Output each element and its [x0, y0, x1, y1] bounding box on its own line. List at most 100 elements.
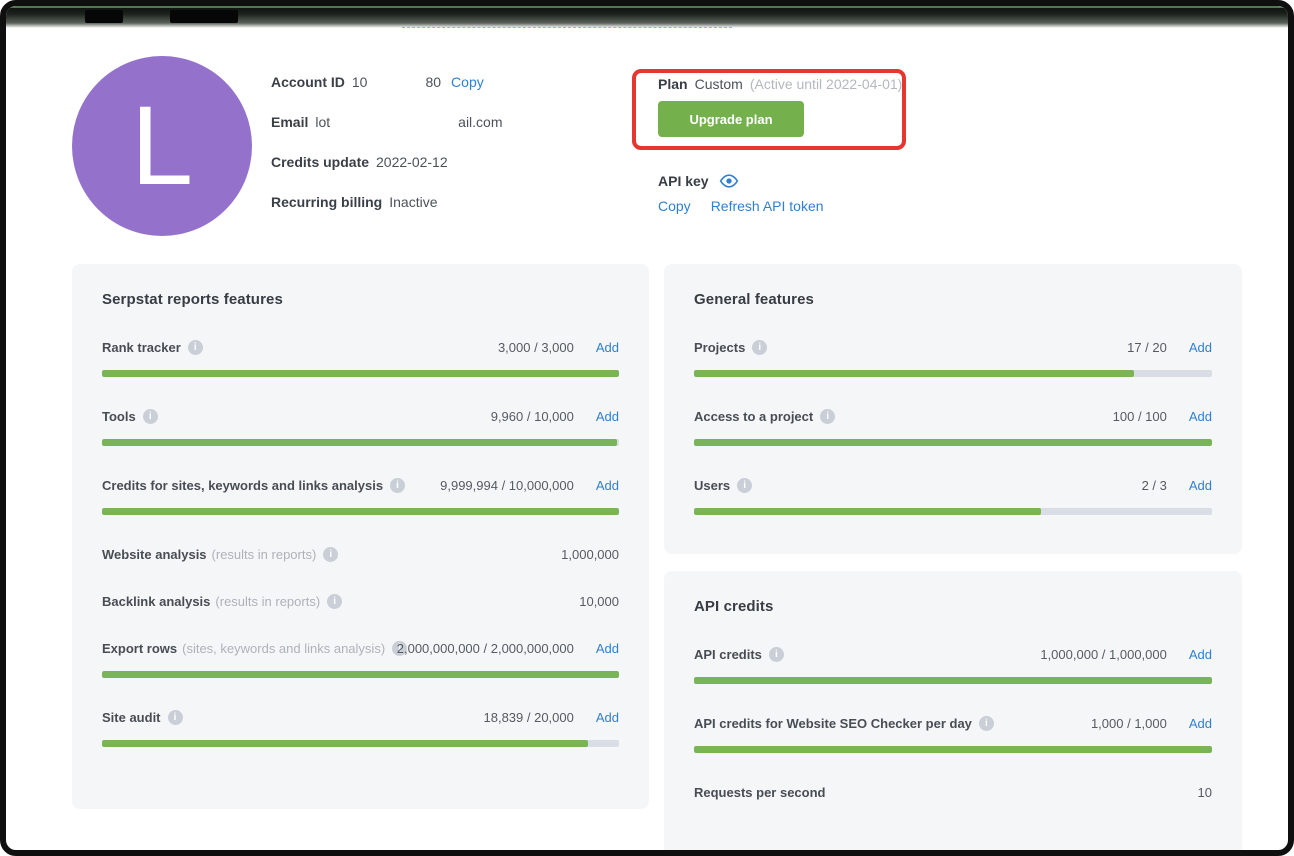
- add-link[interactable]: Add: [595, 478, 619, 493]
- progress-bar: [694, 746, 1212, 753]
- feature-row: Rank tracker 3,000 / 3,000 Add: [102, 340, 619, 377]
- api-key-label: API key: [658, 173, 709, 189]
- info-icon[interactable]: [142, 409, 158, 424]
- feature-value: 18,839 / 20,000: [483, 710, 574, 725]
- info-icon[interactable]: [820, 409, 836, 424]
- feature-value: 10: [1197, 785, 1212, 800]
- add-link[interactable]: Add: [1188, 340, 1212, 355]
- info-icon[interactable]: [737, 478, 753, 493]
- info-icon[interactable]: [167, 710, 183, 725]
- progress-fill: [694, 677, 1212, 684]
- progress-bar: [694, 370, 1212, 377]
- card-title: API credits: [694, 598, 774, 615]
- card-serpstat-reports-features: Serpstat reports features Rank tracker 3…: [72, 264, 649, 809]
- add-link[interactable]: Add: [1188, 409, 1212, 424]
- feature-value: 100 / 100: [1112, 409, 1167, 424]
- feature-note: (results in reports): [211, 547, 317, 562]
- progress-bar: [102, 671, 619, 678]
- progress-fill: [102, 740, 588, 747]
- add-link[interactable]: Add: [595, 641, 619, 656]
- email-part2: ail.com: [458, 114, 503, 130]
- refresh-api-token-link[interactable]: Refresh API token: [710, 198, 824, 214]
- credits-update-row: Credits update 2022-02-12: [271, 154, 503, 170]
- feature-row: Export rows (sites, keywords and links a…: [102, 641, 619, 678]
- progress-fill: [102, 508, 619, 515]
- email-label: Email: [271, 114, 309, 130]
- progress-fill: [102, 439, 617, 446]
- card-title: Serpstat reports features: [102, 291, 283, 308]
- feature-label: API credits: [694, 647, 762, 662]
- progress-fill: [694, 370, 1135, 377]
- feature-label: Tools: [102, 409, 136, 424]
- feature-row: Users 2 / 3 Add: [694, 478, 1212, 515]
- info-icon[interactable]: [978, 716, 994, 731]
- feature-label: Website analysis: [102, 547, 207, 562]
- feature-row: API credits for Website SEO Checker per …: [694, 716, 1212, 753]
- api-key-line: API key: [658, 173, 739, 189]
- card-general-features: General features Projects 17 / 20 Add Ac…: [664, 264, 1242, 554]
- feature-value: 1,000 / 1,000: [1090, 716, 1167, 731]
- info-icon[interactable]: [392, 641, 408, 656]
- plan-line: Plan Custom (Active until 2022-04-01): [658, 76, 902, 92]
- feature-row: Projects 17 / 20 Add: [694, 340, 1212, 377]
- feature-label: API credits for Website SEO Checker per …: [694, 716, 972, 731]
- progress-fill: [102, 671, 619, 678]
- recurring-billing-label: Recurring billing: [271, 194, 383, 210]
- progress-bar: [102, 439, 619, 446]
- credits-update-label: Credits update: [271, 154, 370, 170]
- recurring-billing-value: Inactive: [389, 194, 438, 210]
- feature-note: (sites, keywords and links analysis): [182, 641, 386, 656]
- feature-value: 9,999,994 / 10,000,000: [440, 478, 574, 493]
- browser-chrome-redacted: [6, 6, 1288, 28]
- account-info: Account ID 10 80 Copy Email lot ail.com Credi…: [271, 74, 503, 234]
- add-link[interactable]: Add: [1188, 478, 1212, 493]
- info-icon[interactable]: [327, 594, 343, 609]
- add-link[interactable]: Add: [1188, 716, 1212, 731]
- feature-row: Backlink analysis (results in reports) 1…: [102, 594, 619, 609]
- add-link[interactable]: Add: [595, 409, 619, 424]
- eye-icon[interactable]: [719, 174, 739, 188]
- redaction-box: [170, 10, 238, 23]
- feature-label: Projects: [694, 340, 746, 355]
- account-id-part1: 10: [351, 74, 368, 90]
- plan-name: Custom: [694, 76, 743, 92]
- feature-note: (results in reports): [215, 594, 321, 609]
- recurring-billing-row: Recurring billing Inactive: [271, 194, 503, 210]
- info-icon[interactable]: [752, 340, 768, 355]
- copy-api-key-link[interactable]: Copy: [658, 198, 691, 214]
- feature-row: Requests per second 10: [694, 785, 1212, 800]
- redacted-underline: [402, 27, 732, 28]
- feature-value: 9,960 / 10,000: [490, 409, 574, 424]
- feature-row: Website analysis (results in reports) 1,…: [102, 547, 619, 562]
- credits-update-value: 2022-02-12: [376, 154, 448, 170]
- feature-value: 1,000,000 / 1,000,000: [1040, 647, 1167, 662]
- upgrade-plan-button[interactable]: Upgrade plan: [658, 101, 804, 137]
- feature-value: 3,000 / 3,000: [497, 340, 574, 355]
- feature-row: Tools 9,960 / 10,000 Add: [102, 409, 619, 446]
- info-icon[interactable]: [323, 547, 339, 562]
- feature-row: Site audit 18,839 / 20,000 Add: [102, 710, 619, 747]
- info-icon[interactable]: [768, 647, 784, 662]
- email-part1: lot: [315, 114, 331, 130]
- progress-bar: [694, 508, 1212, 515]
- account-id-row: Account ID 10 80 Copy: [271, 74, 503, 90]
- add-link[interactable]: Add: [595, 340, 619, 355]
- plan-label: Plan: [658, 76, 688, 92]
- add-link[interactable]: Add: [1188, 647, 1212, 662]
- feature-label: Backlink analysis: [102, 594, 211, 609]
- avatar-letter: L: [130, 83, 194, 208]
- copy-account-id-link[interactable]: Copy: [451, 74, 484, 90]
- add-link[interactable]: Add: [595, 710, 619, 725]
- feature-row: Access to a project 100 / 100 Add: [694, 409, 1212, 446]
- card-title: General features: [694, 291, 814, 308]
- info-icon[interactable]: [187, 340, 203, 355]
- progress-bar: [694, 677, 1212, 684]
- progress-fill: [102, 370, 619, 377]
- progress-fill: [694, 746, 1212, 753]
- feature-label: Credits for sites, keywords and links an…: [102, 478, 384, 493]
- info-icon[interactable]: [390, 478, 406, 493]
- email-row: Email lot ail.com: [271, 114, 503, 130]
- progress-fill: [694, 508, 1042, 515]
- card-api-credits: API credits API credits 1,000,000 / 1,00…: [664, 571, 1242, 850]
